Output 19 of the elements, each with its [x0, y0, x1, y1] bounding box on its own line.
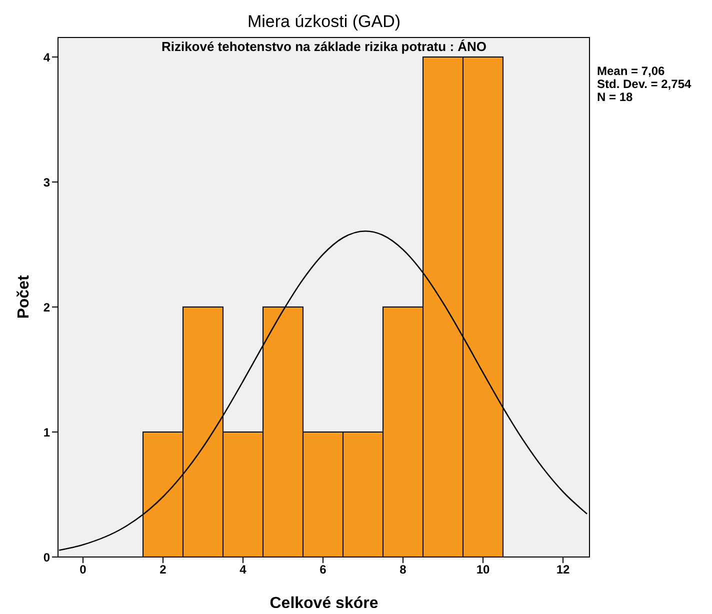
x-tick-label: 12 [556, 562, 570, 577]
text: Mean = 7,06 [597, 64, 666, 78]
x-tick-label: 0 [80, 562, 87, 577]
y-tick-label: 0 [43, 550, 50, 564]
x-tick-label: 6 [320, 562, 327, 577]
x-tick-label: 2 [160, 562, 167, 577]
x-tick-label: 10 [476, 562, 490, 577]
x-tick-label: 4 [240, 562, 247, 577]
x-axis-title: Celkové skóre [270, 595, 378, 612]
y-axis-title: Počet [16, 274, 32, 319]
y-tick-label: 4 [43, 50, 50, 64]
y-tick-label: 1 [43, 425, 50, 440]
y-tick-label: 3 [43, 175, 50, 190]
text: Std. Dev. = 2,754 [597, 77, 692, 91]
text: N = 18 [597, 90, 634, 104]
y-tick-label: 2 [43, 300, 50, 314]
chart-subtitle: Rizikové tehotenstvo na základe rizika potratu : ÁNO [160, 39, 488, 54]
chart-title: Miera úzkosti (GAD) [246, 12, 402, 32]
x-tick-label: 8 [400, 562, 407, 577]
